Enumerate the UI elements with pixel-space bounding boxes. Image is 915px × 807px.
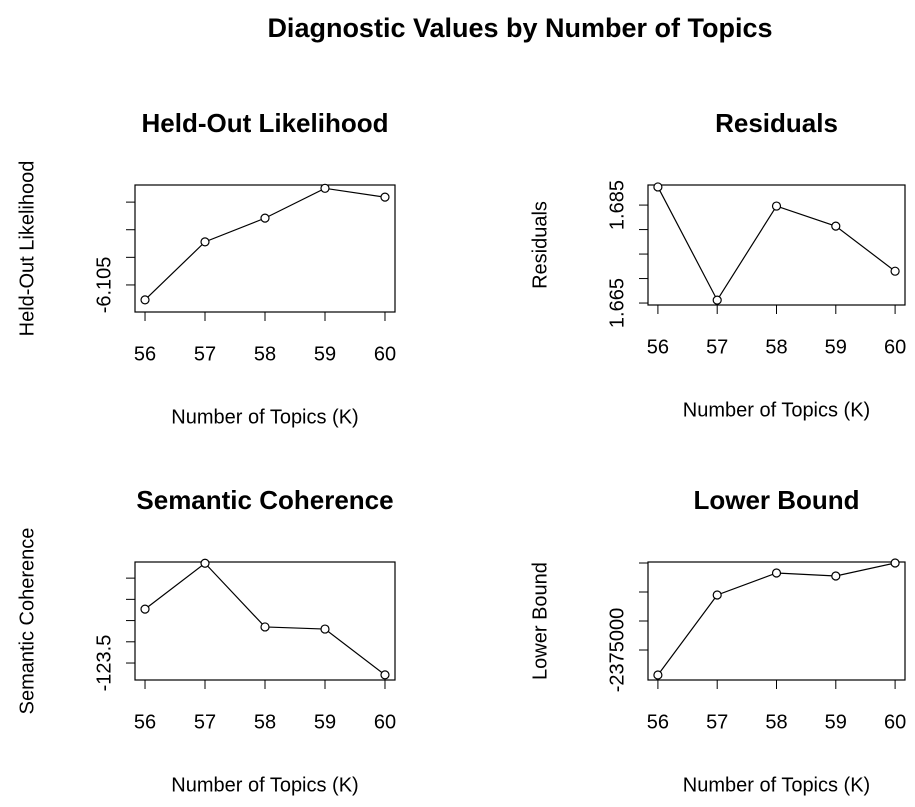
x-tick-label: 60	[884, 336, 906, 358]
panel-title: Residuals	[715, 108, 838, 138]
y-tick-label: -2375000	[606, 608, 628, 693]
data-point	[320, 624, 330, 634]
x-tick-label: 56	[647, 336, 669, 358]
x-tick-label: 56	[647, 711, 669, 733]
data-line	[144, 187, 386, 301]
x-axis-label: Number of Topics (K)	[171, 774, 358, 796]
y-axis-label: Semantic Coherence	[16, 528, 38, 715]
x-tick-label: 60	[374, 343, 396, 365]
data-line	[144, 562, 386, 676]
x-tick-label: 59	[825, 336, 847, 358]
data-point	[890, 558, 900, 568]
data-point	[380, 670, 390, 680]
x-tick-label: 59	[314, 711, 336, 733]
data-point	[831, 221, 841, 231]
data-point	[712, 590, 722, 600]
x-axis-label: Number of Topics (K)	[683, 774, 870, 796]
x-tick-label: 59	[314, 343, 336, 365]
data-point	[200, 237, 210, 247]
data-point	[140, 295, 150, 305]
x-tick-label: 57	[194, 711, 216, 733]
x-tick-label: 59	[825, 711, 847, 733]
x-tick-label: 58	[254, 343, 276, 365]
plot-box	[134, 184, 396, 313]
y-axis-label: Residuals	[529, 201, 551, 289]
data-point	[200, 558, 210, 568]
x-axis-label: Number of Topics (K)	[171, 406, 358, 428]
y-axis-label: Lower Bound	[529, 562, 551, 680]
y-axis-label: Held-Out Likelihood	[16, 161, 38, 337]
data-point	[712, 295, 722, 305]
y-tick-label: 1.685	[606, 180, 628, 230]
data-point	[140, 604, 150, 614]
data-point	[320, 183, 330, 193]
data-point	[380, 192, 390, 202]
x-tick-label: 58	[765, 336, 787, 358]
data-point	[771, 201, 782, 211]
data-point	[653, 182, 663, 192]
x-tick-label: 60	[884, 711, 906, 733]
x-tick-label: 58	[765, 711, 787, 733]
data-line	[657, 562, 896, 676]
data-point	[260, 213, 270, 223]
x-axis-label: Number of Topics (K)	[683, 399, 870, 421]
data-point	[260, 622, 270, 632]
x-tick-label: 57	[706, 336, 728, 358]
panel-title: Semantic Coherence	[136, 485, 393, 515]
x-tick-label: 57	[706, 711, 728, 733]
x-tick-label: 58	[254, 711, 276, 733]
y-tick-label: -123.5	[93, 635, 115, 692]
data-point	[890, 266, 900, 276]
x-tick-label: 60	[374, 711, 396, 733]
panel-title: Lower Bound	[693, 485, 859, 515]
y-tick-label: -6.105	[93, 257, 115, 314]
data-point	[771, 568, 782, 578]
panel-title: Held-Out Likelihood	[142, 108, 389, 138]
figure-title: Diagnostic Values by Number of Topics	[267, 13, 772, 43]
x-tick-label: 56	[134, 343, 156, 365]
x-tick-label: 56	[134, 711, 156, 733]
data-point	[831, 571, 841, 581]
plot-box	[647, 561, 906, 681]
x-tick-label: 57	[194, 343, 216, 365]
y-tick-label: 1.665	[606, 278, 628, 328]
data-point	[653, 670, 663, 680]
plot-box	[134, 561, 396, 681]
